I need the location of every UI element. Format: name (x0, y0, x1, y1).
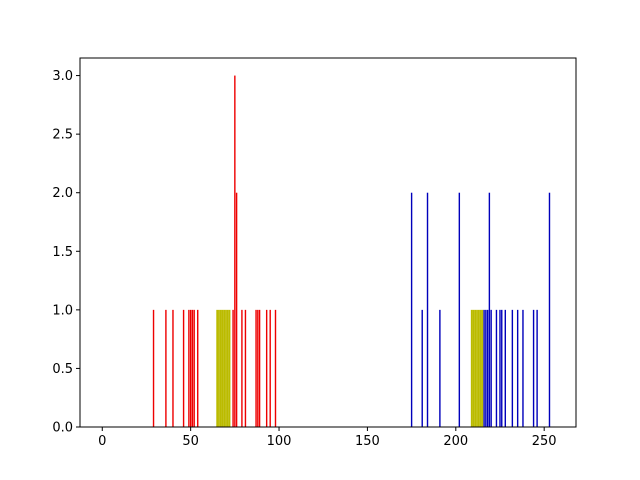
bar (472, 309, 475, 427)
bar (269, 309, 271, 427)
bar (221, 309, 224, 427)
bar (486, 309, 489, 427)
bar (426, 192, 429, 427)
bar (189, 309, 192, 427)
x-tick-label: 50 (182, 434, 199, 449)
bar (216, 309, 219, 427)
x-tick-label: 150 (355, 434, 380, 449)
bar (477, 309, 480, 427)
x-tick-label: 0 (98, 434, 106, 449)
bar (228, 309, 231, 427)
bar (548, 192, 551, 427)
bar (265, 309, 268, 427)
y-tick-label: 1.5 (52, 245, 73, 260)
y-tick-label: 2.5 (52, 128, 73, 143)
bar (244, 309, 247, 427)
bar (255, 309, 257, 427)
bar (225, 309, 227, 427)
bar (504, 309, 506, 427)
bar (481, 309, 484, 427)
y-tick-label: 0.0 (52, 421, 73, 436)
x-tick-label: 250 (532, 434, 557, 449)
bar (439, 309, 441, 427)
x-tick-label: 100 (267, 434, 292, 449)
y-axis-ticks: 0.0 0.5 1.0 1.5 2.0 2.5 3.0 (52, 69, 80, 436)
bar (223, 309, 226, 427)
bar (188, 309, 190, 427)
bar (522, 309, 524, 427)
y-tick-label: 0.5 (52, 362, 73, 377)
y-tick-label: 3.0 (52, 69, 73, 84)
bar (536, 309, 538, 427)
bar (488, 192, 491, 427)
bar (476, 309, 478, 427)
bar (232, 309, 234, 427)
bar (516, 309, 519, 427)
bar (165, 309, 167, 427)
bar (218, 309, 220, 427)
bar (511, 309, 514, 427)
bar (421, 309, 423, 427)
bar (191, 309, 194, 427)
bar (479, 309, 482, 427)
bar (501, 309, 503, 427)
bar (532, 309, 535, 427)
bar (172, 309, 174, 427)
bar (219, 309, 222, 427)
bar (258, 309, 261, 427)
bar (234, 75, 236, 427)
bar (182, 309, 185, 427)
bar (470, 309, 473, 427)
bar (410, 192, 413, 427)
bar (474, 309, 477, 427)
bar (241, 309, 243, 427)
bar (193, 309, 195, 427)
plot-frame (79, 57, 577, 428)
bar (152, 309, 155, 427)
bar (235, 192, 238, 427)
y-tick-label: 1.0 (52, 303, 73, 318)
bar (495, 309, 498, 427)
bar (483, 309, 485, 427)
bar (197, 309, 199, 427)
x-axis-ticks: 0 50 100 150 200 250 (98, 427, 557, 449)
bars-layer (152, 75, 551, 427)
bar (499, 309, 501, 427)
bar (490, 309, 492, 427)
bar (226, 309, 229, 427)
bar (257, 309, 259, 427)
bar (274, 309, 277, 427)
bar (458, 192, 461, 427)
x-tick-label: 200 (443, 434, 468, 449)
bar (485, 309, 487, 427)
y-tick-label: 2.0 (52, 186, 73, 201)
